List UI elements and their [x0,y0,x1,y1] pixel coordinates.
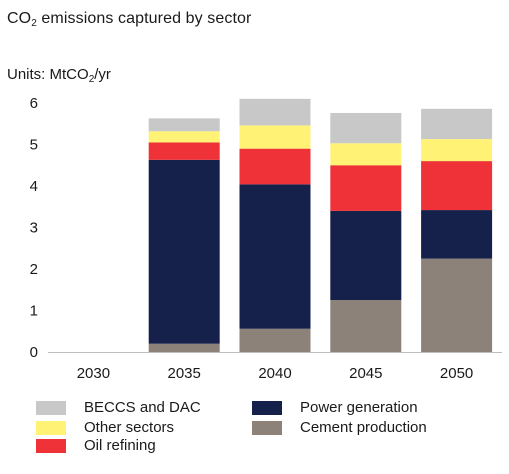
bar-segment-oil-refining [148,142,220,160]
y-tick-label: 4 [30,178,38,195]
bar-segment-power-generation [239,184,311,329]
bar-segment-cement-production [148,343,220,352]
y-tick-label: 1 [30,303,38,320]
y-tick-label: 6 [30,95,38,112]
y-tick-label: 3 [30,220,38,237]
bar-segment-beccs-and-dac [148,118,220,132]
x-tick-label: 2040 [258,365,291,382]
chart-title: CO2 emissions captured by sector [7,10,252,29]
bar-segment-cement-production [239,328,311,352]
bar-segment-oil-refining [330,165,402,211]
bar-segment-other-sectors [239,125,311,149]
bar-segment-cement-production [330,300,402,352]
bar-segment-oil-refining [239,148,311,185]
bar-segment-oil-refining [421,161,493,211]
bar-segment-other-sectors [148,131,220,143]
x-tick-label: 2035 [168,365,201,382]
y-tick-label: 2 [30,261,38,278]
y-tick-label: 5 [30,137,38,154]
x-tick-label: 2050 [440,365,473,382]
bar-segment-power-generation [330,210,402,301]
x-tick-label: 2045 [349,365,382,382]
x-tick-label: 2030 [77,365,110,382]
bar-segment-power-generation [421,210,493,259]
y-tick-label: 0 [30,344,38,361]
units-label: Units: MtCO2/yr [7,66,111,85]
bar-segment-power-generation [148,159,220,344]
bar-segment-beccs-and-dac [421,108,493,140]
bar-segment-cement-production [421,258,493,352]
bar-segment-other-sectors [421,139,493,162]
bar-segment-beccs-and-dac [239,98,311,126]
bar-segment-beccs-and-dac [330,112,402,144]
bar-segment-other-sectors [330,143,402,166]
